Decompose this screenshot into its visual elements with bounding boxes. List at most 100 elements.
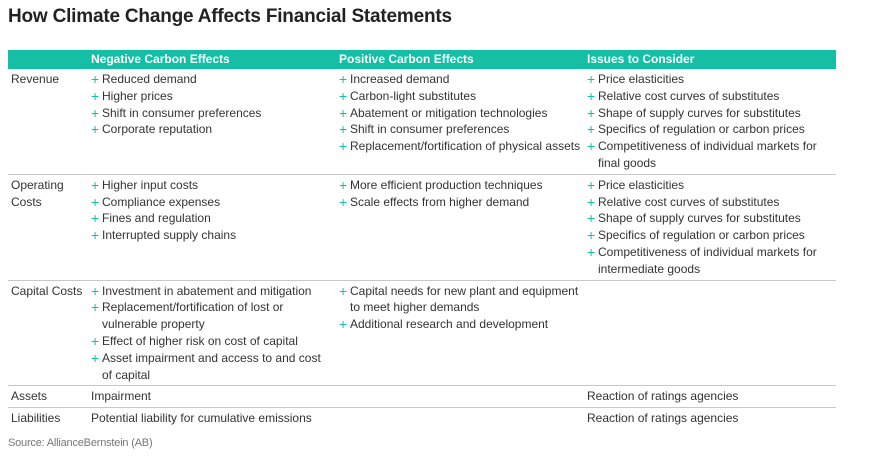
plus-icon: + — [339, 138, 348, 155]
item-text: Specifics of regulation or carbon prices — [598, 122, 805, 137]
positive-cell: + More efficient production techniques + Sc… — [339, 177, 587, 211]
item-text: Shape of supply curves for substitutes — [598, 105, 801, 120]
list-item: + Shift in consumer preferences — [91, 105, 333, 122]
table-header: Negative Carbon Effects Positive Carbon … — [8, 50, 836, 69]
plus-icon: + — [339, 121, 348, 138]
header-issues: Issues to Consider — [587, 52, 695, 66]
item-text: Abatement or mitigation technologies — [350, 105, 548, 120]
list-item: + Investment in abatement and mitigation — [91, 283, 333, 300]
plus-icon: + — [587, 87, 596, 104]
table-row: Revenue + Reduced demand + Higher prices + Shi… — [8, 69, 836, 175]
item-text: Competitiveness of individual markets fo… — [598, 244, 817, 276]
item-text: Price elasticities — [598, 72, 685, 86]
item-text: Shift in consumer preferences — [350, 122, 510, 137]
item-text: Carbon-light substitutes — [350, 88, 477, 103]
plus-icon: + — [339, 71, 348, 87]
plus-icon: + — [339, 193, 348, 210]
item-text: Shift in consumer preferences — [102, 105, 262, 120]
item-text: Higher input costs — [102, 177, 199, 192]
item-text: Replacement/fortification of lost or vul… — [102, 300, 284, 332]
table-row: Liabilities Potential liability for cumul… — [8, 408, 836, 430]
issues-cell: + Price elasticities + Relative cost curves… — [587, 177, 836, 278]
item-text: More efficient production techniques — [350, 177, 543, 192]
item-text: Increased demand — [350, 72, 450, 86]
item-text: Scale effects from higher demand — [350, 194, 530, 209]
item-text: Relative cost curves of substitutes — [598, 88, 780, 103]
plus-icon: + — [587, 176, 596, 193]
list-item: + Asset impairment and access to and cost… — [91, 350, 333, 384]
plus-icon: + — [91, 121, 100, 138]
plus-icon: + — [339, 282, 348, 299]
row-label: Operating Costs — [11, 177, 64, 209]
issues-cell: + Price elasticities + Relative cost curves… — [587, 71, 836, 172]
plus-icon: + — [587, 121, 596, 138]
climate-table: Negative Carbon Effects Positive Carbon … — [8, 50, 836, 430]
plus-icon: + — [339, 104, 348, 121]
item-text: Investment in abatement and mitigation — [102, 283, 312, 298]
item-text: Asset impairment and access to and cost … — [102, 350, 321, 382]
item-text: Reduced demand — [102, 72, 197, 86]
issues-cell: Reaction of ratings agencies — [587, 388, 836, 405]
plus-icon: + — [339, 176, 348, 193]
plus-icon: + — [91, 104, 100, 121]
list-item: + Carbon-light substitutes — [339, 88, 581, 105]
item-text: Replacement/fortification of physical as… — [350, 139, 581, 154]
header-negative: Negative Carbon Effects — [91, 52, 230, 66]
list-item: + Capital needs for new plant and equipme… — [339, 283, 581, 317]
plus-icon: + — [91, 299, 100, 316]
row-label: Capital Costs — [11, 283, 83, 298]
plus-icon: + — [91, 332, 100, 349]
item-text: Higher prices — [102, 88, 173, 103]
plus-icon: + — [587, 71, 596, 87]
list-item: + Abatement or mitigation technologies — [339, 105, 581, 122]
plus-icon: + — [91, 71, 100, 87]
header-positive: Positive Carbon Effects — [339, 52, 474, 66]
issues-cell: Reaction of ratings agencies — [587, 410, 836, 427]
list-item: Potential liability for cumulative emiss… — [91, 410, 333, 427]
list-item: + Higher prices — [91, 88, 333, 105]
plus-icon: + — [339, 316, 348, 333]
item-text: Additional research and development — [350, 317, 549, 332]
plus-icon: + — [91, 193, 100, 210]
list-item: + Shape of supply curves for substitutes — [587, 210, 832, 227]
plus-icon: + — [91, 176, 100, 193]
item-text: Interrupted supply chains — [102, 228, 237, 243]
item-text: Corporate reputation — [102, 122, 213, 137]
list-item: + Corporate reputation — [91, 121, 333, 138]
positive-cell: + Capital needs for new plant and equipme… — [339, 283, 587, 333]
list-item: + Interrupted supply chains — [91, 227, 333, 244]
list-item: + Shape of supply curves for substitutes — [587, 105, 832, 122]
list-item: + Additional research and development — [339, 316, 581, 333]
plus-icon: + — [587, 138, 596, 155]
table-row: Capital Costs + Investment in abatement an… — [8, 281, 836, 387]
item-text: Relative cost curves of substitutes — [598, 194, 780, 209]
item-text: Effect of higher risk on cost of capital — [102, 333, 298, 348]
list-item: + Shift in consumer preferences — [339, 121, 581, 138]
plus-icon: + — [91, 227, 100, 244]
list-item: Impairment — [91, 388, 333, 405]
plus-icon: + — [339, 87, 348, 104]
list-item: + Replacement/fortification of lost or vu… — [91, 299, 333, 333]
list-item: + Reduced demand — [91, 71, 333, 88]
item-text: Reaction of ratings agencies — [587, 411, 739, 426]
item-text: Competitiveness of individual markets fo… — [598, 139, 817, 170]
negative-cell: Potential liability for cumulative emiss… — [91, 410, 339, 427]
plus-icon: + — [91, 87, 100, 104]
positive-cell: + Increased demand + Carbon-light substitut… — [339, 71, 587, 155]
list-item: + Relative cost curves of substitutes — [587, 194, 832, 211]
source-note: Source: AllianceBernstein (AB) — [8, 437, 153, 449]
list-item: + Scale effects from higher demand — [339, 194, 581, 211]
table-row: Assets Impairment Reaction of ratings agen… — [8, 386, 836, 409]
list-item: Reaction of ratings agencies — [587, 388, 832, 405]
list-item: Reaction of ratings agencies — [587, 410, 832, 427]
list-item: + Price elasticities — [587, 71, 832, 88]
item-text: Impairment — [91, 389, 152, 404]
item-text: Reaction of ratings agencies — [587, 389, 739, 404]
plus-icon: + — [91, 349, 100, 366]
item-text: Shape of supply curves for substitutes — [598, 211, 801, 226]
page-title: How Climate Change Affects Financial Sta… — [8, 6, 452, 27]
negative-cell: + Higher input costs + Compliance expenses +… — [91, 177, 339, 244]
item-text: Compliance expenses — [102, 194, 221, 209]
item-text: Potential liability for cumulative emiss… — [91, 411, 312, 426]
plus-icon: + — [587, 210, 596, 227]
